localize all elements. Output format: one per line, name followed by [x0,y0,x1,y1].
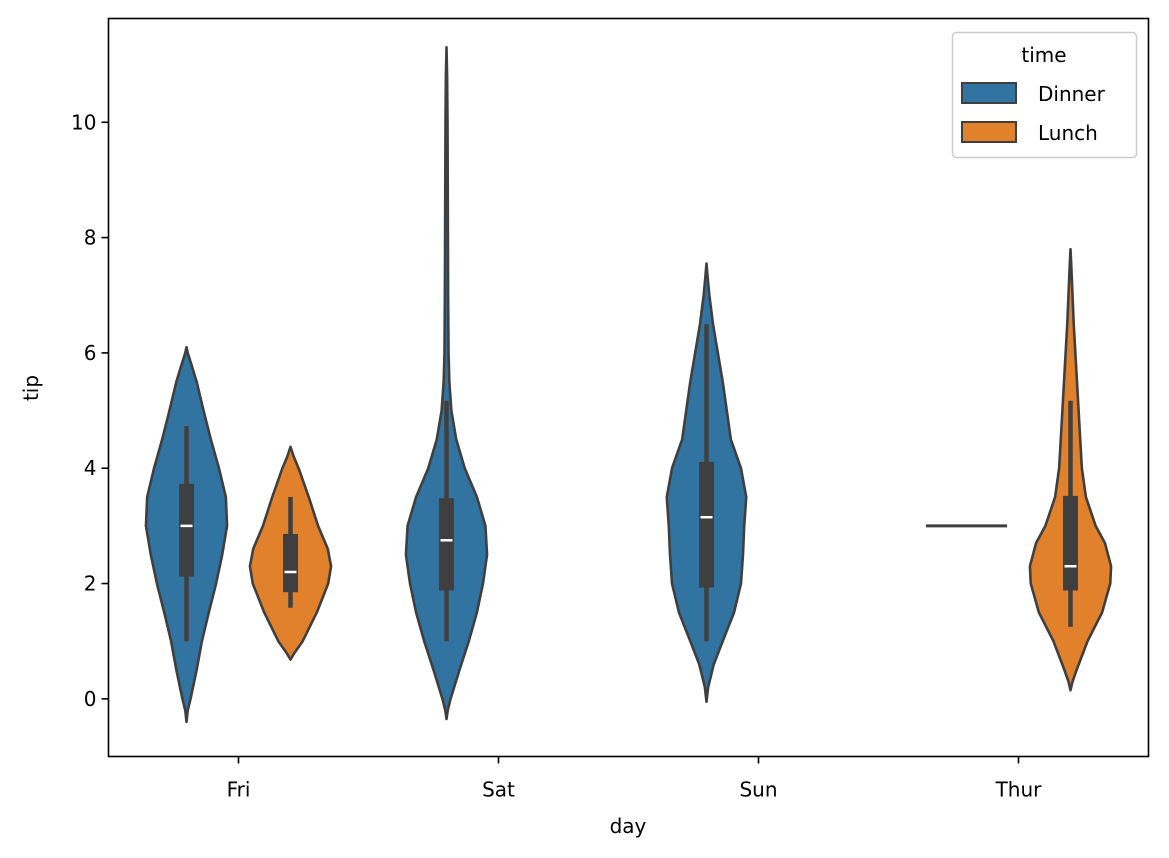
iqr-box-lunch-thur [1063,495,1078,591]
x-axis: Fri Sat Sun Thur [227,756,1043,802]
y-tick-label: 0 [84,687,97,711]
violins-layer [144,46,1113,724]
y-tick-label: 6 [84,341,97,365]
legend-label-dinner: Dinner [1038,82,1106,106]
legend-swatch-lunch [961,121,1017,143]
violin-dinner-sat [404,46,489,721]
iqr-box-dinner-sun [699,461,714,588]
legend-title: time [1021,43,1066,67]
iqr-box-dinner-fri [179,483,194,577]
legend-swatch-dinner [961,82,1017,104]
y-tick-label: 2 [84,572,97,596]
legend: time Dinner Lunch [951,31,1138,159]
iqr-box-dinner-sat [439,498,454,591]
x-axis-title: day [610,814,647,838]
y-tick-label: 4 [84,456,97,480]
x-tick-label: Sat [482,778,515,802]
x-tick-label: Fri [227,778,251,802]
axes-frame [107,17,1150,758]
y-tick-label: 8 [84,226,97,250]
x-tick-label: Sun [739,778,777,802]
y-tick-label: 10 [71,110,96,134]
y-axis-title: tip [19,375,43,401]
legend-label-lunch: Lunch [1038,121,1098,145]
iqr-box-lunch-fri [283,533,298,593]
y-axis: 0 2 4 6 8 10 [71,110,109,711]
x-tick-label: Thur [995,778,1043,802]
